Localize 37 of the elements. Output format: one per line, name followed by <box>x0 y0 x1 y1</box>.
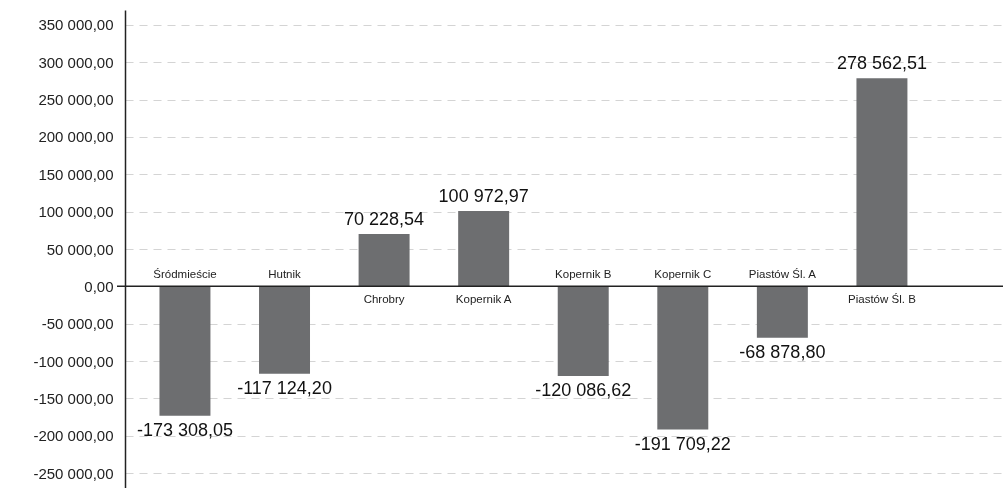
x-tick-label: Kopernik B <box>555 268 612 281</box>
y-tick-label: 200 000,00 <box>38 128 114 146</box>
y-tick-label: -150 000,00 <box>33 389 114 407</box>
data-label: 278 562,51 <box>836 53 927 74</box>
data-label: -120 086,62 <box>535 380 632 401</box>
x-tick-label: Kopernik C <box>654 268 712 281</box>
bar <box>756 286 808 338</box>
x-tick-label: Śródmieście <box>153 268 217 281</box>
x-tick-label: Piastów Śl. A <box>748 268 817 281</box>
data-label: -191 709,22 <box>634 433 731 454</box>
y-tick-label: -50 000,00 <box>41 315 114 333</box>
y-tick-label: -250 000,00 <box>33 464 114 482</box>
y-tick-label: -100 000,00 <box>33 352 114 370</box>
y-tick-label: -200 000,00 <box>33 427 114 445</box>
y-tick-label: 50 000,00 <box>46 240 114 258</box>
x-tick-label: Piastów Śl. B <box>848 293 917 306</box>
y-tick-label: 250 000,00 <box>38 91 114 109</box>
data-label: -117 124,20 <box>237 377 332 398</box>
y-tick-label: 150 000,00 <box>38 165 114 183</box>
bar <box>657 286 709 430</box>
data-label: 100 972,97 <box>438 185 529 206</box>
bar <box>358 233 410 287</box>
data-label: -68 878,80 <box>739 341 826 362</box>
y-tick-label: 0,00 <box>84 277 114 295</box>
data-label: 70 228,54 <box>344 208 425 229</box>
y-tick-label: 100 000,00 <box>38 203 114 221</box>
x-tick-label: Hutnik <box>268 268 302 281</box>
x-tick-label: Chrobry <box>363 293 405 306</box>
y-tick-label: 350 000,00 <box>38 16 114 34</box>
bar <box>458 210 510 287</box>
bar <box>259 286 311 374</box>
y-tick-label: 300 000,00 <box>38 53 114 71</box>
bar <box>557 286 609 377</box>
data-label: -173 308,05 <box>136 419 233 440</box>
bar <box>159 286 211 416</box>
bar <box>856 78 908 287</box>
x-tick-label: Kopernik A <box>455 293 512 306</box>
